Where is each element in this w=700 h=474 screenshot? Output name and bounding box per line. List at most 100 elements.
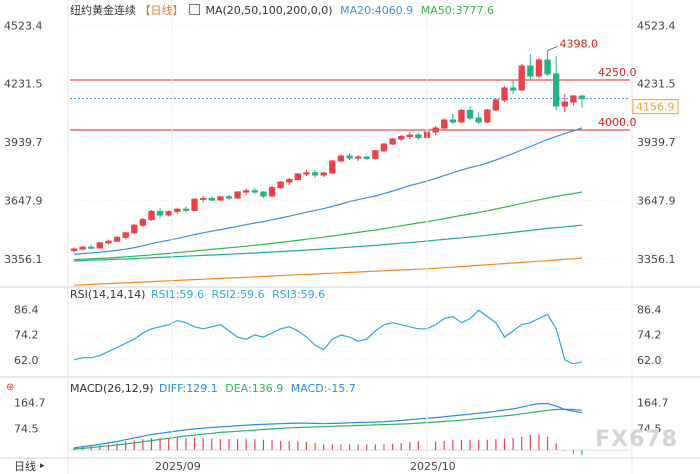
candle-body: [570, 95, 577, 103]
instrument-name: 纽约黄金连续: [70, 4, 136, 17]
candle-body: [449, 119, 457, 123]
candle-body: [432, 127, 439, 133]
candle-body: [561, 101, 568, 107]
last-price-label: 4156.9: [636, 101, 675, 114]
candle-body: [286, 179, 293, 183]
price-tick-label-left: 3356.1: [4, 253, 43, 266]
x-tick-label: 2025/10: [410, 460, 456, 473]
candle-body: [363, 156, 370, 159]
candle-body: [208, 197, 215, 201]
candle-body: [88, 246, 95, 249]
candle-body: [268, 187, 276, 197]
candle-body: [578, 95, 586, 100]
rsi-tick-label-right: 86.4: [637, 303, 662, 316]
candle-body: [182, 208, 190, 211]
candle-body: [105, 240, 112, 244]
level-label: 4000.0: [598, 116, 637, 129]
period-button[interactable]: 日线 ▸: [14, 460, 45, 473]
price-tick-label-right: 3356.1: [637, 253, 676, 266]
candle-body: [458, 109, 465, 123]
candle-body: [156, 210, 164, 216]
candle-body: [337, 155, 345, 162]
dea-line: [73, 408, 583, 450]
rsi1-value: RSI1:59.6: [150, 288, 205, 301]
macd-header: MACD(26,12,9) DIFF:129.1 DEA:136.9 MACD:…: [70, 382, 356, 395]
peak-label: 4398.0: [560, 37, 599, 50]
chevron-right-icon: ▸: [40, 461, 45, 471]
candle-body: [329, 160, 336, 174]
candle-body: [225, 196, 233, 199]
macd-tick-label-left: 164.7: [14, 396, 46, 409]
candle-body: [509, 87, 517, 91]
ma-checkbox-icon[interactable]: [189, 4, 200, 15]
main-header: 纽约黄金连续 【日线】 MA(20,50,100,200,0,0) MA20:4…: [70, 2, 494, 18]
candle-body: [346, 155, 353, 159]
ma20-line: [73, 127, 583, 255]
ma50-value: MA50:3777.6: [420, 4, 495, 17]
candle-body: [277, 181, 284, 189]
rsi-tick-label-left: 86.4: [14, 303, 39, 316]
price-tick-label-left: 4523.4: [4, 19, 43, 32]
candle-body: [492, 99, 500, 111]
candle-body: [199, 197, 207, 200]
diff-value: DIFF:129.1: [159, 382, 218, 395]
rsi3-value: RSI3:59.6: [272, 288, 326, 301]
candle-body: [234, 191, 241, 199]
level-label: 4250.0: [598, 66, 637, 79]
candle-body: [303, 172, 310, 175]
candle-body: [113, 236, 121, 242]
candle-body: [535, 59, 543, 77]
candle-body: [475, 117, 482, 123]
rsi-tick-label-left: 74.2: [14, 329, 39, 342]
candle-body: [484, 109, 491, 123]
price-tick-label-right: 4231.5: [637, 78, 676, 91]
candle-body: [466, 109, 474, 119]
candle-body: [553, 73, 560, 107]
candle-body: [243, 190, 250, 193]
candle-body: [148, 210, 155, 221]
last-price-tag: [632, 99, 679, 115]
rsi-tick-label-right: 62.0: [637, 354, 662, 367]
price-tick-label-right: 3647.9: [637, 194, 676, 207]
candle-body: [174, 208, 181, 213]
x-tick-label: 2025/09: [155, 460, 201, 473]
candle-body: [165, 211, 172, 216]
diff-line: [73, 403, 583, 449]
candle-body: [354, 156, 362, 159]
ma100-line: [73, 224, 583, 262]
candle-body: [131, 224, 138, 234]
candle-body: [415, 134, 422, 139]
ma-params: MA(20,50,100,200,0,0): [189, 4, 336, 17]
period-label[interactable]: 【日线】: [139, 4, 184, 17]
candle-body: [372, 150, 379, 159]
rsi2-value: RSI2:59.6: [211, 288, 265, 301]
candle-body: [320, 172, 327, 176]
peak-marker: [547, 46, 558, 51]
watermark: FX678: [595, 427, 678, 452]
candle-body: [217, 196, 224, 201]
dea-value: DEA:136.9: [225, 382, 284, 395]
candle-body: [79, 246, 86, 250]
candle-body: [518, 65, 525, 91]
candle-body: [389, 138, 396, 145]
candle-body: [122, 232, 129, 238]
rsi-header: RSI(14,14,14) RSI1:59.6 RSI2:59.6 RSI3:5…: [70, 288, 325, 301]
ma50-line: [73, 191, 583, 261]
candle-body: [251, 190, 258, 193]
rsi-tick-label-right: 74.2: [637, 329, 662, 342]
price-tick-label-right: 3939.7: [637, 136, 676, 149]
candle-body: [380, 143, 388, 152]
candle-body: [398, 135, 405, 140]
candle-body: [260, 191, 267, 197]
ma200-line: [73, 257, 583, 286]
candle-body: [139, 219, 147, 226]
price-tick-label-left: 3939.7: [4, 136, 43, 149]
candle-body: [441, 119, 448, 129]
macd-tick-label-left: 74.5: [14, 423, 39, 436]
candle-body: [406, 134, 413, 137]
price-tick-label-right: 4523.4: [637, 19, 676, 32]
ma20-value: MA20:4060.9: [340, 4, 414, 17]
candle-body: [311, 172, 319, 176]
rsi-tick-label-left: 62.0: [14, 354, 39, 367]
